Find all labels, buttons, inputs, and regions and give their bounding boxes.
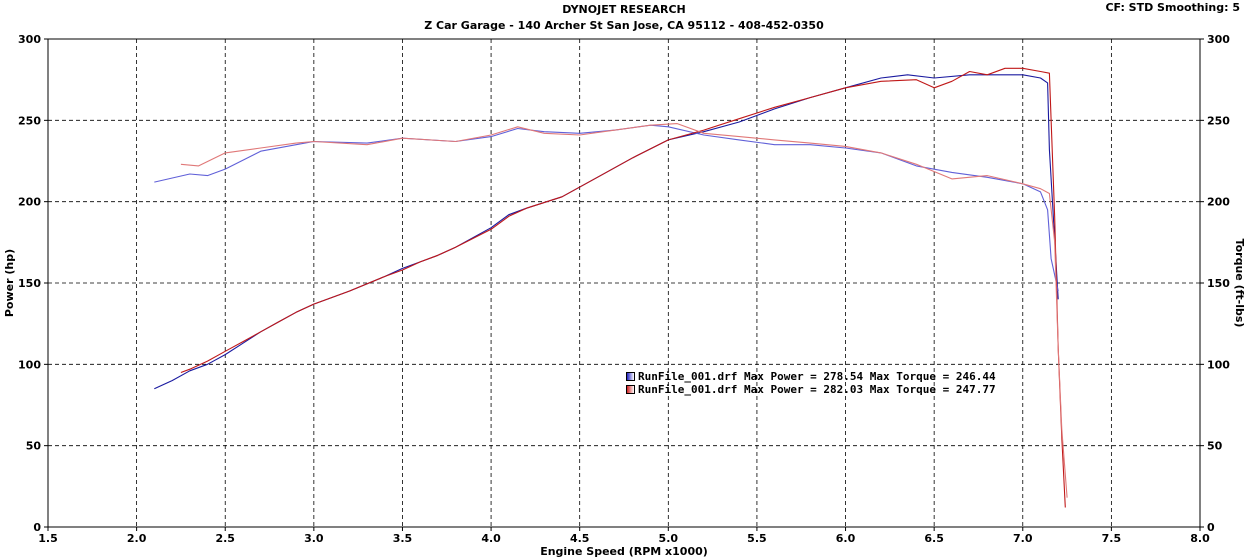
x-tick-label: 4.5 <box>570 532 590 545</box>
y-tick-label: 200 <box>18 196 41 209</box>
legend-item-run-2: RunFile_001.drf Max Power = 282.03 Max T… <box>626 383 996 396</box>
legend-label: RunFile_001.drf Max Power = 282.03 Max T… <box>638 383 996 396</box>
y-tick-label: 250 <box>18 114 41 127</box>
legend-swatch <box>626 385 635 394</box>
y2-tick-label: 250 <box>1207 114 1230 127</box>
x-tick-label: 6.0 <box>836 532 856 545</box>
x-tick-label: 5.5 <box>747 532 767 545</box>
y-axis-label: Power (hp) <box>3 249 16 317</box>
series-line-3-power <box>180 67 1066 508</box>
grid-layer <box>48 39 1200 527</box>
x-tick-label: 5.0 <box>659 532 679 545</box>
tick-layer: 1.5 2.0 2.5 3.0 3.5 4.0 4.5 5.0 5.5 6.0 6.5 7.0 7.5 8… <box>18 33 1230 545</box>
x-tick-label: 1.5 <box>38 532 58 545</box>
series-layer <box>154 67 1068 508</box>
x-tick-label: 3.0 <box>304 532 324 545</box>
y2-axis-label: Torque (ft-lbs) <box>1233 239 1246 328</box>
series-line-1-power <box>154 74 1059 390</box>
y-tick-label: 0 <box>33 521 41 534</box>
x-axis-label: Engine Speed (RPM x1000) <box>540 545 708 558</box>
settings-label: CF: STD Smoothing: 5 <box>1105 1 1240 14</box>
chart-title: DYNOJET RESEARCH <box>562 3 686 16</box>
x-tick-label: 8.0 <box>1190 532 1210 545</box>
y2-tick-label: 150 <box>1207 277 1230 290</box>
x-tick-label: 2.5 <box>215 532 235 545</box>
x-tick-label: 2.0 <box>127 532 147 545</box>
x-tick-label: 7.5 <box>1102 532 1122 545</box>
x-tick-label: 4.0 <box>481 532 501 545</box>
y2-tick-label: 0 <box>1207 521 1215 534</box>
legend-item-run-1: RunFile_001.drf Max Power = 278.54 Max T… <box>626 370 996 383</box>
y2-tick-label: 200 <box>1207 196 1230 209</box>
x-tick-label: 7.0 <box>1013 532 1033 545</box>
legend-swatch <box>626 372 635 381</box>
legend-label: RunFile_001.drf Max Power = 278.54 Max T… <box>638 370 996 383</box>
y-tick-label: 300 <box>18 33 41 46</box>
legend: RunFile_001.drf Max Power = 278.54 Max T… <box>626 370 996 396</box>
chart-subtitle: Z Car Garage - 140 Archer St San Jose, C… <box>424 19 824 32</box>
y2-tick-label: 300 <box>1207 33 1230 46</box>
y-tick-label: 150 <box>18 277 41 290</box>
series-line-2-torque <box>154 124 1059 292</box>
series-line-4-torque <box>180 123 1068 498</box>
y-tick-label: 50 <box>26 440 42 453</box>
y2-tick-label: 100 <box>1207 358 1230 371</box>
y2-tick-label: 50 <box>1207 440 1223 453</box>
x-tick-label: 3.5 <box>393 532 413 545</box>
x-tick-label: 6.5 <box>924 532 944 545</box>
y-tick-label: 100 <box>18 358 41 371</box>
